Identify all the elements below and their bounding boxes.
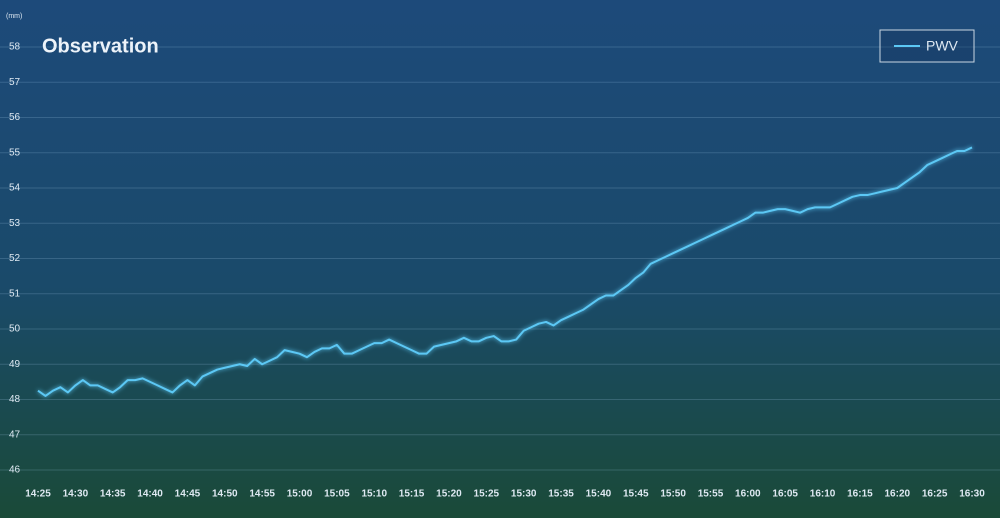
x-tick-label: 14:55 — [249, 489, 275, 500]
x-tick-label: 15:50 — [660, 489, 686, 500]
y-tick-label: 58 — [9, 42, 21, 53]
x-tick-label: 14:50 — [212, 489, 238, 500]
y-tick-label: 57 — [9, 77, 21, 88]
x-tick-label: 16:00 — [735, 489, 761, 500]
x-tick-label: 15:20 — [436, 489, 462, 500]
y-tick-label: 50 — [9, 324, 21, 335]
y-tick-label: 49 — [9, 359, 21, 370]
x-tick-label: 14:40 — [137, 489, 163, 500]
y-tick-label: 53 — [9, 218, 21, 229]
x-tick-label: 15:15 — [399, 489, 425, 500]
x-tick-label: 15:40 — [586, 489, 612, 500]
x-tick-label: 15:55 — [698, 489, 724, 500]
x-tick-label: 15:00 — [287, 489, 313, 500]
x-tick-label: 15:30 — [511, 489, 537, 500]
y-tick-label: 55 — [9, 147, 21, 158]
y-tick-label: 46 — [9, 465, 21, 476]
x-tick-label: 14:35 — [100, 489, 126, 500]
y-tick-label: 51 — [9, 288, 21, 299]
y-tick-label: 56 — [9, 112, 21, 123]
y-tick-label: 47 — [9, 429, 21, 440]
y-tick-label: 48 — [9, 394, 21, 405]
x-tick-label: 14:30 — [63, 489, 89, 500]
x-tick-label: 16:15 — [847, 489, 873, 500]
line — [37, 146, 973, 397]
x-tick-label: 15:45 — [623, 489, 649, 500]
chart-title: Observation — [42, 35, 159, 57]
y-unit: (mm) — [6, 13, 22, 20]
x-tick-label: 14:25 — [25, 489, 51, 500]
y-tick-label: 52 — [9, 253, 21, 264]
x-tick-label: 14:45 — [175, 489, 201, 500]
x-tick-label: 16:05 — [772, 489, 798, 500]
x-tick-label: 15:05 — [324, 489, 350, 500]
x-tick-label: 15:25 — [474, 489, 500, 500]
x-tick-label: 16:10 — [810, 489, 836, 500]
y-tick-label: 54 — [9, 183, 21, 194]
x-tick-label: 15:10 — [361, 489, 387, 500]
x-tick-label: 16:20 — [884, 489, 910, 500]
x-tick-label: 16:25 — [922, 489, 948, 500]
legend-label: PWV — [926, 38, 959, 54]
x-tick-label: 15:35 — [548, 489, 574, 500]
x-tick-label: 16:30 — [959, 489, 985, 500]
